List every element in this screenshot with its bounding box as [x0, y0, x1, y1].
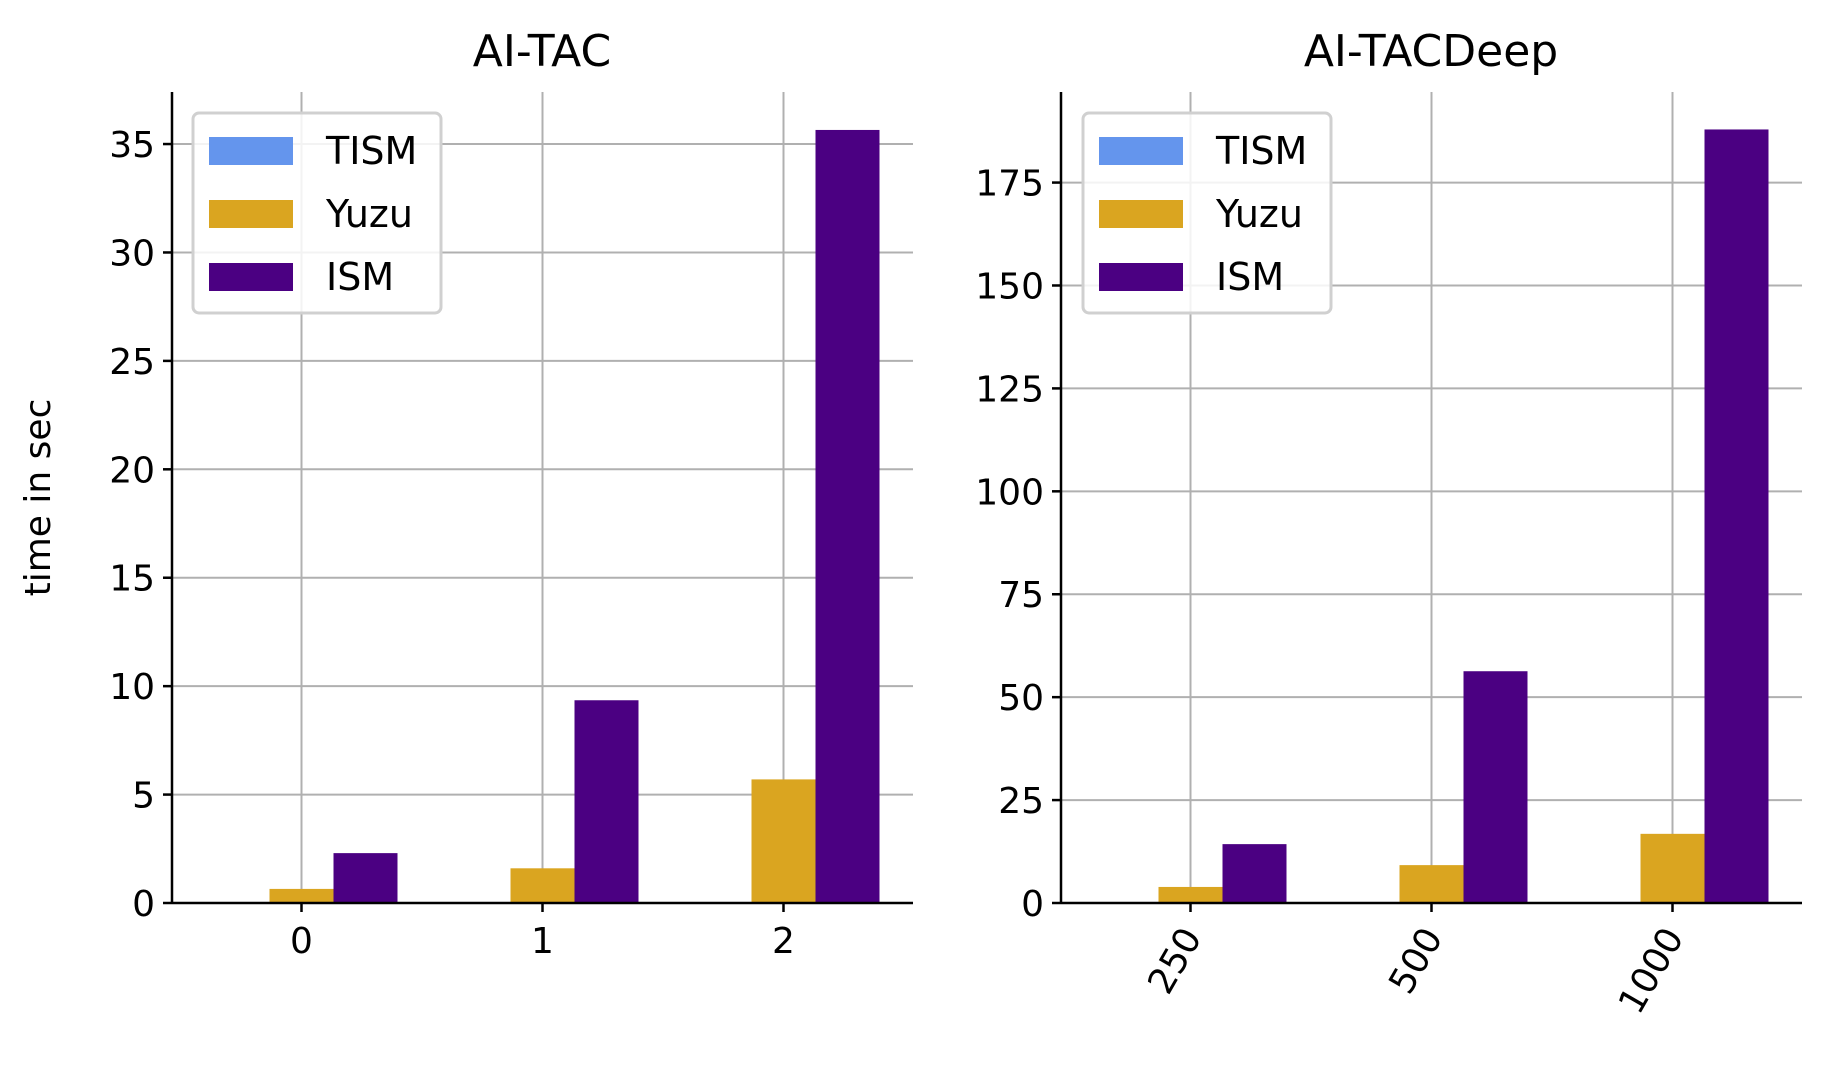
y-tick-label: 100 — [975, 472, 1044, 513]
x-tick-label: 1000 — [1611, 921, 1692, 1021]
bar-yuzu-2 — [751, 779, 816, 903]
legend-swatch-yuzu — [1099, 200, 1183, 228]
y-tick-label: 5 — [132, 776, 155, 817]
legend-swatch-yuzu — [209, 200, 293, 228]
chart-title: AI-TACDeep — [1304, 26, 1558, 77]
legend-swatch-tism — [209, 137, 293, 165]
y-tick-label: 10 — [109, 667, 155, 708]
y-axis-label: time in sec — [18, 399, 59, 597]
bar-ism-1 — [574, 700, 639, 903]
x-tick-label: 0 — [290, 921, 313, 962]
bar-ism-1000 — [1704, 129, 1769, 904]
y-tick-label: 30 — [109, 233, 155, 274]
bar-ism-250 — [1222, 844, 1287, 903]
legend-label-tism: TISM — [1215, 129, 1307, 173]
x-tick-label: 1 — [531, 921, 554, 962]
legend-label-ism: ISM — [326, 255, 394, 299]
y-tick-label: 50 — [998, 678, 1044, 719]
panel-ai-tacdeep: AI-TACDeep 0 25 50 75 100 125 150 175 250 500 1000 T… — [975, 26, 1802, 1021]
y-tick-label: 35 — [109, 125, 155, 166]
legend-swatch-ism — [209, 263, 293, 291]
y-tick-label: 20 — [109, 450, 155, 491]
y-tick-label: 175 — [975, 164, 1044, 205]
y-tick-label: 0 — [132, 884, 155, 925]
legend: TISM Yuzu ISM — [191, 111, 443, 315]
legend-swatch-tism — [1099, 137, 1183, 165]
panel-ai-tac: AI-TAC 0 5 10 15 20 25 30 35 0 1 2 time in sec TISM Yu… — [18, 26, 913, 962]
y-tick-label: 25 — [109, 342, 155, 383]
bar-ism-500 — [1463, 671, 1528, 903]
y-tick-label: 150 — [975, 266, 1044, 307]
legend-label-ism: ISM — [1216, 255, 1284, 299]
y-tick-label: 0 — [1021, 884, 1044, 925]
legend-label-yuzu: Yuzu — [1215, 192, 1303, 236]
bar-yuzu-250 — [1158, 886, 1223, 903]
chart-title: AI-TAC — [473, 26, 611, 77]
y-tick-label: 25 — [998, 781, 1044, 822]
x-tick-label: 2 — [772, 921, 795, 962]
bar-yuzu-0 — [269, 888, 334, 903]
legend-swatch-ism — [1099, 263, 1183, 291]
bar-yuzu-1000 — [1640, 833, 1705, 903]
bar-yuzu-1 — [510, 868, 575, 903]
y-tick-label: 75 — [998, 575, 1044, 616]
y-tick-label: 15 — [109, 559, 155, 600]
x-tick-label: 500 — [1381, 921, 1451, 1001]
y-tick-label: 125 — [975, 369, 1044, 410]
legend: TISM Yuzu ISM — [1081, 111, 1333, 315]
legend-label-yuzu: Yuzu — [325, 192, 413, 236]
x-tick-label: 250 — [1140, 921, 1210, 1001]
legend-label-tism: TISM — [325, 129, 417, 173]
bar-yuzu-500 — [1399, 865, 1464, 903]
bar-ism-0 — [333, 853, 398, 903]
bar-ism-2 — [815, 129, 880, 903]
